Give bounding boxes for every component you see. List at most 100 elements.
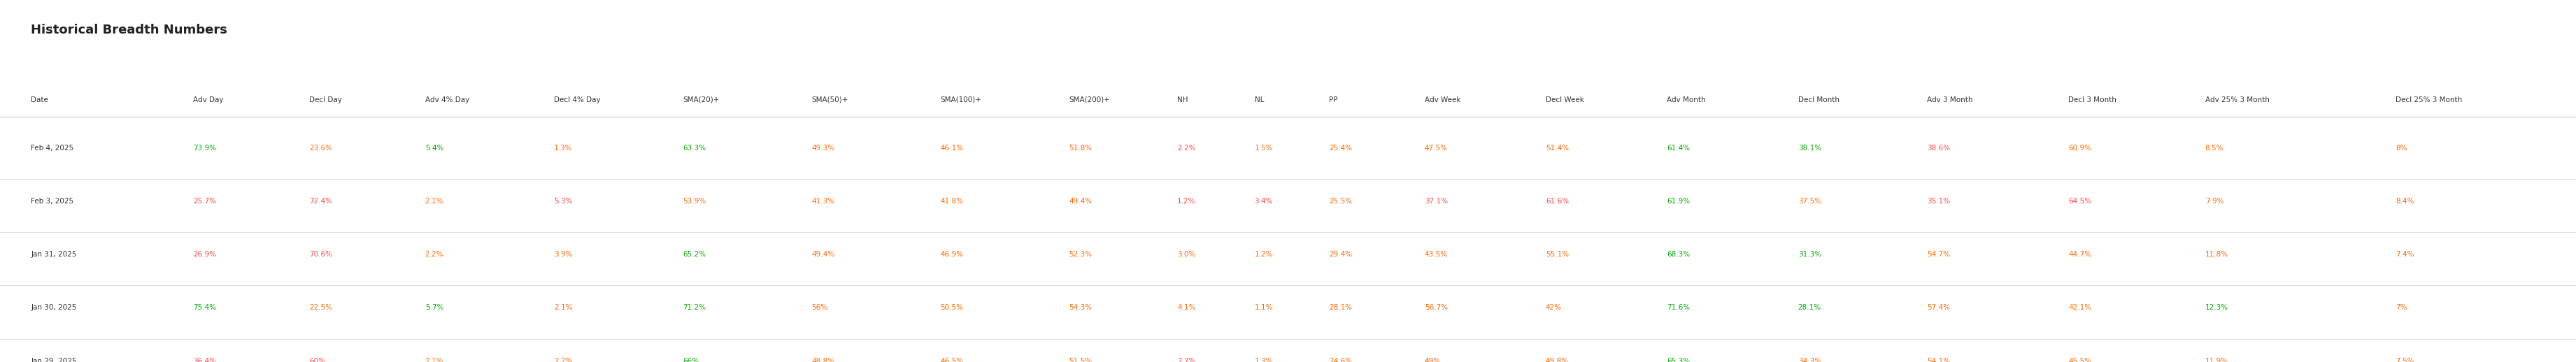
Text: 61.4%: 61.4%: [1667, 144, 1690, 151]
Text: SMA(50)+: SMA(50)+: [811, 96, 848, 103]
Text: 46.5%: 46.5%: [940, 358, 963, 362]
Text: 11.9%: 11.9%: [2205, 358, 2228, 362]
Text: 49.8%: 49.8%: [1546, 358, 1569, 362]
Text: 48.8%: 48.8%: [811, 358, 835, 362]
Text: Decl 3 Month: Decl 3 Month: [2069, 96, 2117, 103]
Text: 68.3%: 68.3%: [1667, 251, 1690, 258]
Text: 2.2%: 2.2%: [554, 358, 572, 362]
Text: 72.4%: 72.4%: [309, 198, 332, 205]
Text: 46.1%: 46.1%: [940, 144, 963, 151]
Text: 56.7%: 56.7%: [1425, 304, 1448, 311]
Text: 70.6%: 70.6%: [309, 251, 332, 258]
Text: 60%: 60%: [309, 358, 325, 362]
Text: 71.6%: 71.6%: [1667, 304, 1690, 311]
Text: 50.5%: 50.5%: [940, 304, 963, 311]
Text: 2.7%: 2.7%: [1177, 358, 1195, 362]
Text: 7%: 7%: [2396, 304, 2406, 311]
Text: Jan 29, 2025: Jan 29, 2025: [31, 358, 77, 362]
Text: 49.4%: 49.4%: [1069, 198, 1092, 205]
Text: 1.5%: 1.5%: [1255, 144, 1273, 151]
Text: 7.4%: 7.4%: [2396, 251, 2414, 258]
Text: 54.7%: 54.7%: [1927, 251, 1950, 258]
Text: 23.6%: 23.6%: [309, 144, 332, 151]
Text: NH: NH: [1177, 96, 1188, 103]
Text: 1.1%: 1.1%: [1255, 304, 1273, 311]
Text: 1.3%: 1.3%: [554, 144, 572, 151]
Text: Decl Month: Decl Month: [1798, 96, 1839, 103]
Text: 46.9%: 46.9%: [940, 251, 963, 258]
Text: SMA(20)+: SMA(20)+: [683, 96, 719, 103]
Text: 37.1%: 37.1%: [1425, 198, 1448, 205]
Text: 5.7%: 5.7%: [425, 304, 443, 311]
Text: PP: PP: [1329, 96, 1337, 103]
Text: 53.9%: 53.9%: [683, 198, 706, 205]
Text: 8%: 8%: [2396, 144, 2406, 151]
Text: 5.3%: 5.3%: [554, 198, 572, 205]
Text: 41.8%: 41.8%: [940, 198, 963, 205]
Text: 2.2%: 2.2%: [425, 251, 443, 258]
Text: 49%: 49%: [1425, 358, 1440, 362]
Text: 34.3%: 34.3%: [1798, 358, 1821, 362]
Text: 52.3%: 52.3%: [1069, 251, 1092, 258]
Text: 51.4%: 51.4%: [1546, 144, 1569, 151]
Text: 4.1%: 4.1%: [1177, 304, 1195, 311]
Text: 35.1%: 35.1%: [1927, 198, 1950, 205]
Text: NL: NL: [1255, 96, 1265, 103]
Text: 1.2%: 1.2%: [1177, 198, 1195, 205]
Text: Jan 30, 2025: Jan 30, 2025: [31, 304, 77, 311]
Text: 5.4%: 5.4%: [425, 144, 443, 151]
Text: 44.7%: 44.7%: [2069, 251, 2092, 258]
Text: 25.5%: 25.5%: [1329, 198, 1352, 205]
Text: 63.3%: 63.3%: [683, 144, 706, 151]
Text: Historical Breadth Numbers: Historical Breadth Numbers: [31, 24, 227, 37]
Text: 12.3%: 12.3%: [2205, 304, 2228, 311]
Text: 2.1%: 2.1%: [554, 304, 572, 311]
Text: 60.9%: 60.9%: [2069, 144, 2092, 151]
Text: Adv 3 Month: Adv 3 Month: [1927, 96, 1973, 103]
Text: 11.8%: 11.8%: [2205, 251, 2228, 258]
Text: 71.2%: 71.2%: [683, 304, 706, 311]
Text: 7.9%: 7.9%: [2205, 198, 2223, 205]
Text: 73.9%: 73.9%: [193, 144, 216, 151]
Text: 2.2%: 2.2%: [1177, 144, 1195, 151]
Text: Decl 25% 3 Month: Decl 25% 3 Month: [2396, 96, 2463, 103]
Text: 24.6%: 24.6%: [1329, 358, 1352, 362]
Text: 43.5%: 43.5%: [1425, 251, 1448, 258]
Text: 47.5%: 47.5%: [1425, 144, 1448, 151]
Text: 56%: 56%: [811, 304, 827, 311]
Text: 28.1%: 28.1%: [1329, 304, 1352, 311]
Text: 8.4%: 8.4%: [2396, 198, 2414, 205]
Text: 2.1%: 2.1%: [425, 358, 443, 362]
Text: 25.7%: 25.7%: [193, 198, 216, 205]
Text: 66%: 66%: [683, 358, 698, 362]
Text: Feb 3, 2025: Feb 3, 2025: [31, 198, 75, 205]
Text: Feb 4, 2025: Feb 4, 2025: [31, 144, 75, 151]
Text: 45.5%: 45.5%: [2069, 358, 2092, 362]
Text: Adv 25% 3 Month: Adv 25% 3 Month: [2205, 96, 2269, 103]
Text: Adv 4% Day: Adv 4% Day: [425, 96, 469, 103]
Text: 61.6%: 61.6%: [1546, 198, 1569, 205]
Text: 25.4%: 25.4%: [1329, 144, 1352, 151]
Text: 54.1%: 54.1%: [1927, 358, 1950, 362]
Text: 3.4%: 3.4%: [1255, 198, 1273, 205]
Text: 64.5%: 64.5%: [2069, 198, 2092, 205]
Text: 38.6%: 38.6%: [1927, 144, 1950, 151]
Text: 51.5%: 51.5%: [1069, 358, 1092, 362]
Text: 26.9%: 26.9%: [193, 251, 216, 258]
Text: Decl 4% Day: Decl 4% Day: [554, 96, 600, 103]
Text: 51.8%: 51.8%: [1069, 144, 1092, 151]
Text: 29.4%: 29.4%: [1329, 251, 1352, 258]
Text: 2.1%: 2.1%: [425, 198, 443, 205]
Text: 65.2%: 65.2%: [683, 251, 706, 258]
Text: 1.2%: 1.2%: [1255, 251, 1273, 258]
Text: 49.4%: 49.4%: [811, 251, 835, 258]
Text: 75.4%: 75.4%: [193, 304, 216, 311]
Text: 8.5%: 8.5%: [2205, 144, 2223, 151]
Text: 65.3%: 65.3%: [1667, 358, 1690, 362]
Text: 7.5%: 7.5%: [2396, 358, 2414, 362]
Text: 36.4%: 36.4%: [193, 358, 216, 362]
Text: Date: Date: [31, 96, 49, 103]
Text: 28.1%: 28.1%: [1798, 304, 1821, 311]
Text: 54.3%: 54.3%: [1069, 304, 1092, 311]
Text: 38.1%: 38.1%: [1798, 144, 1821, 151]
